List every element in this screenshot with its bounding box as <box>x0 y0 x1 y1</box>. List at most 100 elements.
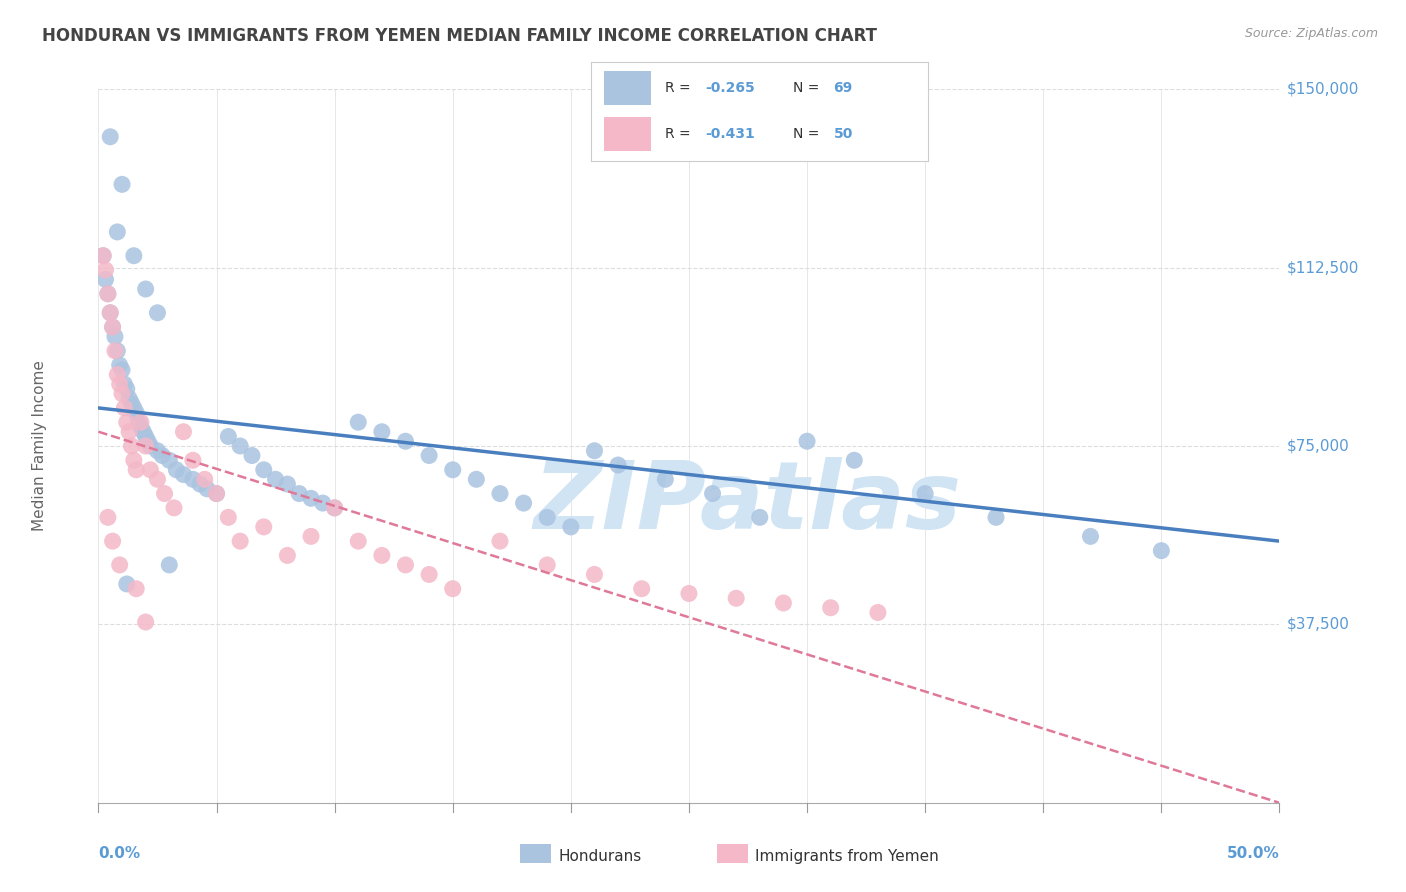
Point <box>1150 543 1173 558</box>
Text: ZIPatlas: ZIPatlas <box>534 457 962 549</box>
Point <box>229 439 252 453</box>
Text: 50.0%: 50.0% <box>1226 846 1279 861</box>
Point <box>139 439 162 453</box>
Point <box>820 600 842 615</box>
Point <box>108 558 131 572</box>
Point <box>678 586 700 600</box>
Point <box>489 486 512 500</box>
Text: 50: 50 <box>834 127 853 141</box>
Point <box>101 534 124 549</box>
Point <box>98 129 121 144</box>
Point <box>101 320 124 334</box>
Point <box>101 320 124 334</box>
Point <box>115 382 138 396</box>
Point <box>748 510 770 524</box>
Point <box>229 534 252 549</box>
Point <box>122 401 145 415</box>
Point <box>94 263 117 277</box>
Point <box>136 434 159 449</box>
Point <box>418 449 440 463</box>
Point <box>181 453 204 467</box>
Point <box>217 510 239 524</box>
Point <box>181 472 204 486</box>
Point <box>418 567 440 582</box>
Point <box>188 477 211 491</box>
Text: R =: R = <box>665 127 695 141</box>
Point <box>125 582 148 596</box>
Point <box>394 558 416 572</box>
Point <box>129 420 152 434</box>
Point <box>172 425 194 439</box>
Point <box>105 343 128 358</box>
Text: N =: N = <box>793 81 824 95</box>
Text: 69: 69 <box>834 81 852 95</box>
Point <box>194 472 217 486</box>
Point <box>146 443 169 458</box>
Point <box>132 425 155 439</box>
Text: $37,500: $37,500 <box>1286 617 1350 632</box>
Point <box>129 415 152 429</box>
Text: -0.431: -0.431 <box>706 127 755 141</box>
Point <box>253 463 276 477</box>
Point <box>108 358 131 372</box>
Point <box>165 463 187 477</box>
Point <box>205 486 228 500</box>
Point <box>91 249 114 263</box>
Point <box>104 343 127 358</box>
Point <box>536 510 558 524</box>
Point <box>866 606 889 620</box>
Point <box>347 534 370 549</box>
Point <box>654 472 676 486</box>
Point <box>323 500 346 515</box>
Point <box>97 286 120 301</box>
Point <box>489 534 512 549</box>
Text: $150,000: $150,000 <box>1286 82 1358 96</box>
Point <box>146 472 169 486</box>
Point <box>157 453 180 467</box>
Text: $112,500: $112,500 <box>1286 260 1358 275</box>
Point <box>111 363 134 377</box>
Point <box>371 425 394 439</box>
Point <box>796 434 818 449</box>
Point <box>97 510 120 524</box>
Point <box>371 549 394 563</box>
Point <box>441 582 464 596</box>
Point <box>111 178 134 192</box>
Point <box>172 467 194 482</box>
Text: 0.0%: 0.0% <box>98 846 141 861</box>
Text: -0.265: -0.265 <box>706 81 755 95</box>
Point <box>146 306 169 320</box>
Point <box>512 496 534 510</box>
Point <box>97 286 120 301</box>
Text: Source: ZipAtlas.com: Source: ZipAtlas.com <box>1244 27 1378 40</box>
Bar <box>605 71 651 104</box>
Point <box>536 558 558 572</box>
Text: HONDURAN VS IMMIGRANTS FROM YEMEN MEDIAN FAMILY INCOME CORRELATION CHART: HONDURAN VS IMMIGRANTS FROM YEMEN MEDIAN… <box>42 27 877 45</box>
Point <box>115 577 138 591</box>
Point <box>98 306 121 320</box>
Point <box>122 249 145 263</box>
Point <box>583 567 606 582</box>
Text: Median Family Income: Median Family Income <box>32 360 46 532</box>
Point <box>583 443 606 458</box>
Point <box>135 439 157 453</box>
Point <box>112 401 135 415</box>
Point <box>121 396 143 410</box>
Text: Hondurans: Hondurans <box>558 849 641 863</box>
Point <box>108 377 131 392</box>
Point <box>150 449 173 463</box>
Point <box>118 392 141 406</box>
Point <box>153 486 176 500</box>
Text: Immigrants from Yemen: Immigrants from Yemen <box>755 849 939 863</box>
Point <box>125 463 148 477</box>
Point <box>105 225 128 239</box>
Point <box>104 329 127 343</box>
Text: $75,000: $75,000 <box>1286 439 1350 453</box>
Point <box>135 429 157 443</box>
Bar <box>605 118 651 151</box>
Point <box>121 439 143 453</box>
Point <box>135 615 157 629</box>
Point <box>264 472 287 486</box>
Point <box>465 472 488 486</box>
Point <box>157 558 180 572</box>
